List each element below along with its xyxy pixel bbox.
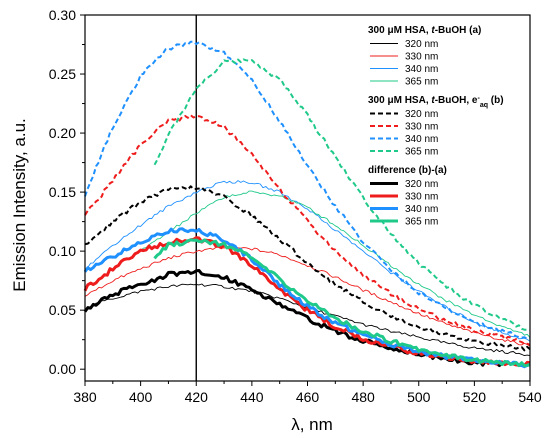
series-line-diff-320nm xyxy=(83,269,504,368)
legend-entry-label: 320 nm xyxy=(405,39,438,50)
legend-group-title: difference (b)-(a) xyxy=(368,165,447,176)
legend-entry-label: 330 nm xyxy=(405,122,438,133)
legend-title-part: aq xyxy=(480,102,488,109)
legend-title-part: 300 xyxy=(368,95,387,106)
y-axis-title: Emission Intensity, a.u. xyxy=(10,118,29,292)
legend-title-part: -BuOH (a) xyxy=(435,25,482,36)
legend-entry-label: 340 nm xyxy=(405,64,438,75)
y-tick-label: 0.10 xyxy=(49,243,76,259)
legend-group-title: 300 μM HSA, t-BuOH, e-aq (b) xyxy=(368,95,504,109)
legend-entry-label: 330 nm xyxy=(405,192,438,203)
series-line-diff-365nm xyxy=(153,238,531,368)
x-tick-label: 440 xyxy=(240,389,264,405)
legend-title-part: M HSA, xyxy=(394,25,432,36)
series-line-a-320nm xyxy=(84,283,531,357)
x-tick-label: 460 xyxy=(296,389,320,405)
series-line-b-365nm xyxy=(153,58,530,331)
series-line-b-330nm xyxy=(84,114,531,346)
x-tick-label: 400 xyxy=(129,389,153,405)
x-tick-label: 420 xyxy=(185,389,209,405)
legend-title-part: -BuOH, e xyxy=(435,95,478,106)
y-tick-label: 0.00 xyxy=(49,361,76,377)
legend-title-part: t xyxy=(431,25,435,36)
legend-entry-label: 365 nm xyxy=(405,77,438,88)
x-tick-label: 480 xyxy=(351,389,375,405)
y-tick-label: 0.30 xyxy=(49,7,76,23)
x-tick-label: 500 xyxy=(407,389,431,405)
legend-title-part: μ xyxy=(387,95,393,106)
legend-entry-label: 330 nm xyxy=(405,52,438,63)
legend-title-part: μ xyxy=(387,25,393,36)
x-tick-label: 540 xyxy=(518,389,542,405)
series-line-b-340nm xyxy=(84,40,531,340)
axes: 380 400 420 440 460 480 500 520 540 0.00 0.05 0.10 0… xyxy=(49,7,542,405)
legend-title-part: (b) xyxy=(488,95,504,106)
series-line-a-330nm xyxy=(84,246,531,347)
legend-title-part: - xyxy=(478,95,481,102)
y-tick-label: 0.15 xyxy=(49,184,76,200)
series-line-a-365nm xyxy=(140,190,531,338)
legend-title-part: t xyxy=(431,95,435,106)
legend-entry-label: 365 nm xyxy=(405,217,438,228)
y-tick-label: 0.20 xyxy=(49,125,76,141)
legend-entry-label: 365 nm xyxy=(405,147,438,158)
legend-entry-label: 340 nm xyxy=(405,204,438,215)
y-tick-label: 0.25 xyxy=(49,66,76,82)
legend-group-title: 300 μM HSA, t-BuOH (a) xyxy=(368,25,481,36)
legend-entry-label: 320 nm xyxy=(405,109,438,120)
legend-title-part: difference (b)-(a) xyxy=(368,165,447,176)
series-layer xyxy=(83,15,531,381)
x-axis-title: λ, nm xyxy=(291,415,333,434)
x-tick-label: 520 xyxy=(463,389,487,405)
legend-entry-label: 320 nm xyxy=(405,179,438,190)
legend-title-part: M HSA, xyxy=(394,95,432,106)
y-tick-label: 0.05 xyxy=(49,302,76,318)
legend-title-part: 300 xyxy=(368,25,387,36)
x-tick-label: 380 xyxy=(73,389,97,405)
legend-entry-label: 340 nm xyxy=(405,134,438,145)
